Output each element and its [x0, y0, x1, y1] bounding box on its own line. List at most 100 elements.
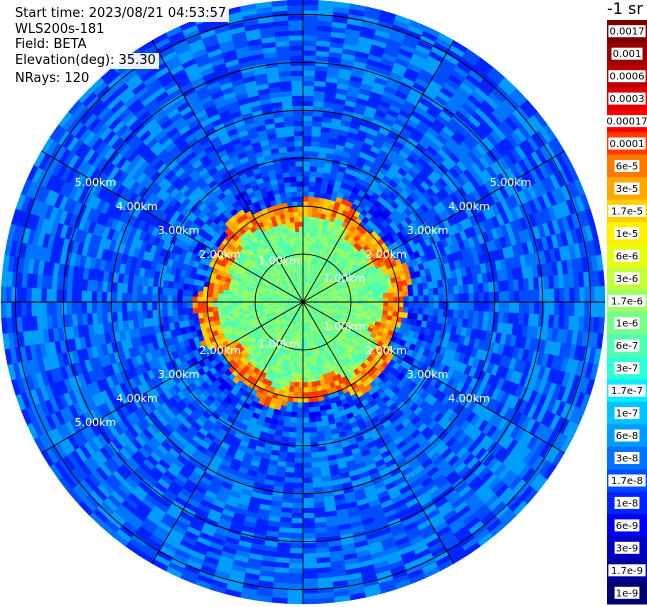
beta-cell [594, 301, 601, 318]
beta-cell [288, 436, 297, 443]
beta-cell [447, 309, 455, 319]
beta-cell [462, 310, 470, 320]
beta-cell [299, 362, 304, 368]
beta-cell [357, 295, 364, 300]
beta-cell [302, 527, 316, 534]
beta-cell [373, 301, 379, 307]
beta-cell [463, 301, 470, 311]
beta-cell [302, 357, 307, 363]
beta-cell [569, 301, 576, 317]
beta-cell [412, 289, 419, 297]
beta-cell [402, 285, 409, 292]
beta-cell [599, 301, 606, 319]
beta-cell [302, 50, 317, 56]
beta-cell [418, 301, 425, 309]
beta-cell [302, 130, 313, 137]
beta-cell [423, 301, 430, 309]
beta-cell [452, 309, 460, 319]
beta-cell [302, 412, 310, 419]
beta-cell [302, 75, 316, 82]
beta-cell [309, 166, 318, 173]
beta-cell [299, 367, 304, 373]
beta-cell [503, 301, 510, 314]
beta-cell [289, 558, 304, 564]
beta-cell [452, 285, 460, 295]
beta-cell [382, 305, 389, 312]
beta-cell [302, 362, 307, 368]
beta-cell [302, 457, 312, 464]
beta-cell [584, 286, 591, 303]
beta-cell [294, 371, 300, 378]
beta-cell [508, 301, 515, 314]
beta-cell [292, 487, 304, 494]
beta-cell [311, 125, 322, 133]
beta-cell [302, 558, 317, 564]
beta-cell [306, 381, 313, 388]
beta-cell [402, 307, 409, 314]
beta-cell [306, 371, 312, 378]
beta-cell [432, 308, 439, 317]
beta-cell [286, 598, 304, 605]
beta-cell [362, 294, 369, 300]
beta-cell [302, 80, 315, 87]
beta-cell [290, 416, 298, 423]
beta-cell [302, 45, 317, 51]
beta-cell [418, 295, 425, 303]
beta-cell [428, 294, 435, 303]
beta-cell [310, 150, 320, 158]
beta-cell [302, 507, 315, 514]
beta-cell [271, 597, 288, 604]
beta-cell [352, 295, 359, 300]
beta-cell [413, 295, 420, 303]
beta-cell [302, 170, 311, 177]
beta-cell [427, 288, 434, 296]
beta-cell [544, 301, 550, 316]
beta-cell [302, 377, 308, 383]
beta-cell [310, 145, 320, 153]
beta-cell [598, 317, 605, 334]
beta-cell [309, 421, 317, 428]
beta-cell [373, 297, 379, 303]
beta-cell [423, 295, 430, 303]
beta-cell [310, 451, 320, 459]
beta-cell [372, 305, 379, 311]
beta-cell [310, 140, 321, 148]
beta-cell [297, 392, 304, 398]
beta-cell [383, 301, 389, 307]
beta-cell [302, 4, 319, 11]
beta-cell [291, 512, 304, 519]
beta-cell [306, 376, 312, 383]
beta-cell [302, 206, 309, 212]
beta-cell [296, 422, 304, 429]
beta-cell [302, 221, 308, 227]
beta-cell [308, 196, 315, 203]
beta-cell [302, 185, 310, 192]
beta-cell [287, 578, 304, 585]
beta-cell [392, 306, 399, 313]
beta-cell [422, 288, 429, 296]
beta-cell [291, 502, 304, 509]
beta-cell [302, 125, 313, 132]
beta-cell [467, 310, 475, 321]
beta-cell [302, 563, 318, 570]
beta-cell [302, 537, 316, 544]
beta-cell [286, 401, 293, 408]
beta-cell [307, 386, 313, 393]
beta-cell [291, 517, 304, 524]
beta-cell [302, 70, 316, 77]
beta-cell [413, 301, 420, 309]
beta-cell [290, 532, 304, 539]
beta-cell [483, 301, 490, 312]
beta-cell [358, 298, 364, 303]
beta-cell [358, 301, 364, 306]
beta-cell [285, 461, 295, 469]
beta-cell [453, 301, 460, 311]
beta-cell [296, 407, 304, 413]
beta-cell [478, 301, 485, 312]
beta-cell [407, 312, 414, 320]
beta-cell [403, 301, 409, 308]
beta-cell [598, 270, 605, 287]
beta-cell [310, 376, 316, 383]
beta-cell [574, 301, 581, 317]
